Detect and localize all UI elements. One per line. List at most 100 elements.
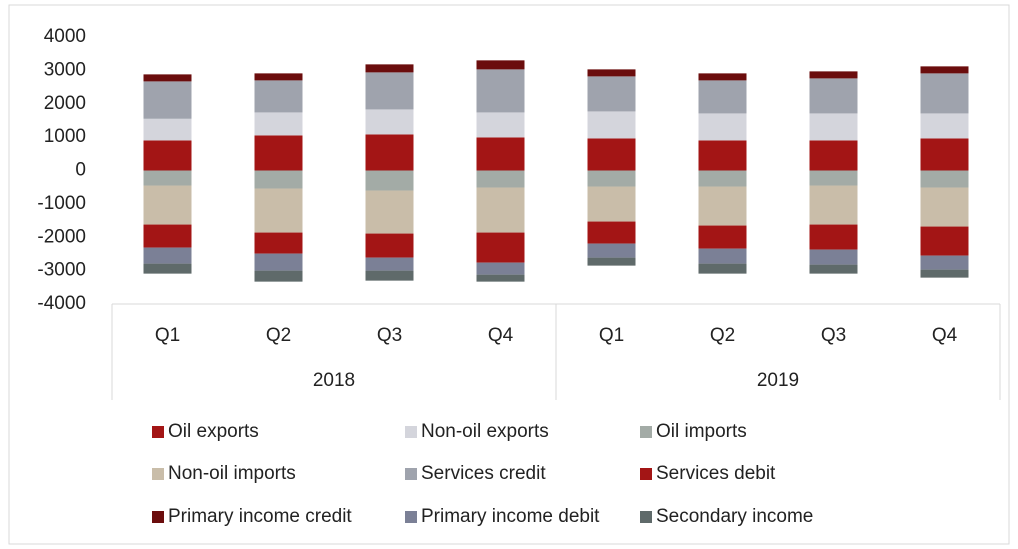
- bar-segment: [254, 253, 303, 271]
- bar-segment: [143, 74, 192, 82]
- x-tick-label: Q2: [710, 325, 735, 346]
- bar-segment: [476, 232, 525, 263]
- bar-segment: [365, 170, 414, 191]
- bar-segment: [143, 81, 192, 119]
- bar-segment: [143, 140, 192, 171]
- bar-segment: [365, 233, 414, 258]
- legend-swatch: [405, 468, 417, 480]
- bar-segment: [476, 262, 525, 275]
- bar-segment: [365, 190, 414, 234]
- y-tick-label: -3000: [37, 260, 86, 281]
- bar-segment: [920, 226, 969, 256]
- bar-segment: [476, 69, 525, 113]
- bar-segment: [587, 76, 636, 112]
- legend-label: Oil imports: [656, 421, 747, 442]
- bar-segment: [587, 170, 636, 187]
- bar-segment: [365, 257, 414, 271]
- bar-segment: [920, 138, 969, 171]
- bar-segment: [254, 270, 303, 282]
- bar-segment: [365, 72, 414, 110]
- y-tick-label: 0: [75, 160, 86, 181]
- bar-segment: [809, 78, 858, 114]
- legend-swatch: [152, 468, 164, 480]
- group-label: 2019: [757, 370, 799, 391]
- bar-segment: [809, 249, 858, 265]
- bar-segment: [143, 224, 192, 248]
- legend-label: Services debit: [656, 463, 776, 484]
- bar-segment: [587, 111, 636, 139]
- bar-segment: [476, 60, 525, 70]
- bar-segment: [143, 185, 192, 225]
- legend-swatch: [640, 511, 652, 523]
- bar-segment: [698, 140, 747, 171]
- bar-segment: [143, 263, 192, 274]
- bar-segment: [254, 80, 303, 113]
- legend-swatch: [405, 511, 417, 523]
- bar-segment: [587, 138, 636, 171]
- bar-segment: [587, 69, 636, 77]
- bar-segment: [476, 137, 525, 171]
- bar-segment: [920, 113, 969, 139]
- bar-segment: [254, 170, 303, 189]
- bar-segment: [698, 186, 747, 226]
- bar-segment: [587, 221, 636, 244]
- legend-swatch: [152, 511, 164, 523]
- bar-segment: [809, 71, 858, 79]
- y-tick-label: 2000: [44, 93, 86, 114]
- bar-segment: [698, 248, 747, 264]
- legend-swatch: [405, 426, 417, 438]
- bar-segment: [254, 112, 303, 136]
- bar-segment: [254, 232, 303, 254]
- bar-segment: [698, 113, 747, 141]
- bar-segment: [809, 170, 858, 186]
- bar-segment: [698, 73, 747, 81]
- bar-segment: [698, 80, 747, 114]
- bar-segment: [476, 170, 525, 188]
- bar-segment: [254, 135, 303, 171]
- x-tick-label: Q4: [488, 325, 514, 346]
- x-tick-label: Q4: [932, 325, 958, 346]
- bar-segment: [920, 73, 969, 114]
- legend-swatch: [640, 426, 652, 438]
- bar-segment: [143, 247, 192, 264]
- bar-segment: [143, 170, 192, 186]
- bar-segment: [920, 66, 969, 74]
- bar-segment: [698, 170, 747, 187]
- bar-segment: [365, 134, 414, 171]
- x-tick-label: Q1: [155, 325, 180, 346]
- y-tick-label: 3000: [44, 59, 86, 80]
- legend-label: Non-oil exports: [421, 421, 549, 442]
- legend-label: Primary income credit: [168, 506, 352, 527]
- bar-segment: [587, 186, 636, 222]
- x-tick-label: Q1: [599, 325, 624, 346]
- bar-segment: [809, 113, 858, 141]
- bar-segment: [365, 64, 414, 73]
- bar-segment: [698, 225, 747, 249]
- bar-segment: [143, 118, 192, 141]
- y-tick-label: -1000: [37, 193, 86, 214]
- bar-segment: [587, 257, 636, 266]
- legend-swatch: [152, 426, 164, 438]
- group-label: 2018: [313, 370, 355, 391]
- bar-segment: [476, 112, 525, 138]
- y-tick-label: -4000: [37, 293, 86, 314]
- legend-label: Services credit: [421, 463, 546, 484]
- y-tick-label: -2000: [37, 226, 86, 247]
- x-tick-label: Q3: [821, 325, 846, 346]
- bar-segment: [920, 170, 969, 188]
- bar-segment: [809, 140, 858, 171]
- bar-segment: [365, 109, 414, 135]
- bar-segment: [920, 187, 969, 227]
- legend-label: Secondary income: [656, 506, 813, 527]
- bar-segment: [809, 224, 858, 250]
- y-tick-label: 4000: [44, 26, 86, 47]
- bar-segment: [476, 187, 525, 233]
- bar-segment: [587, 243, 636, 258]
- bar-segment: [365, 270, 414, 281]
- legend-swatch: [640, 468, 652, 480]
- bar-segment: [920, 255, 969, 270]
- bar-segment: [920, 269, 969, 278]
- x-tick-label: Q2: [266, 325, 291, 346]
- bar-segment: [698, 263, 747, 274]
